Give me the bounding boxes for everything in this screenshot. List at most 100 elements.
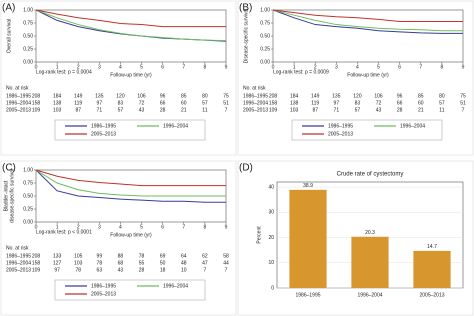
risk-count: 83 [118, 100, 124, 106]
risk-count: 103 [290, 107, 299, 113]
risk-count: 97 [334, 100, 340, 106]
risk-count: 106 [137, 93, 146, 99]
risk-count: 78 [139, 253, 145, 259]
risk-count: 7 [225, 267, 228, 273]
survival-curve [35, 9, 227, 42]
risk-count: 71 [97, 107, 103, 113]
risk-table-title: No. at risk [243, 85, 266, 91]
survival-curve [35, 169, 226, 187]
risk-count: 28 [139, 267, 145, 273]
risk-count: 158 [32, 260, 41, 266]
risk-count: 120 [353, 93, 362, 99]
risk-row-label: 2005–2013 [243, 107, 268, 113]
legend-label: 2005–2013 [328, 131, 353, 137]
x-tick-label: 3 [335, 64, 338, 70]
y-tick-label: 1.00 [23, 167, 33, 173]
x-tick-label: 6 [398, 64, 401, 70]
risk-count: 119 [74, 100, 82, 106]
risk-count: 88 [118, 253, 124, 259]
y-tick-label: 0.00 [260, 59, 270, 65]
x-tick-label: 7 [182, 64, 185, 70]
risk-count: 72 [376, 100, 382, 106]
risk-count: 138 [53, 100, 62, 106]
risk-count: 85 [181, 93, 187, 99]
survival-curve [35, 169, 226, 203]
risk-count: 57 [202, 100, 208, 106]
x-tick-label: 1986–1995 [295, 292, 320, 298]
bar [351, 236, 389, 288]
y-tick-label: 0.25 [260, 46, 270, 52]
risk-table-title: No. at risk [6, 245, 29, 251]
risk-row-label: 1996–2004 [6, 100, 31, 106]
risk-count: 66 [397, 100, 403, 106]
panel-label: (C) [2, 163, 16, 174]
y-tick-label: 0.25 [23, 46, 33, 52]
legend-frame [291, 119, 443, 141]
x-tick-label: 0 [272, 64, 275, 70]
y-tick-label: 0.25 [23, 206, 33, 212]
legend-frame [54, 279, 206, 301]
risk-count: 47 [202, 260, 208, 266]
risk-count: 127 [53, 260, 62, 266]
annotation: Log-rank test: p = 0.0004 [36, 69, 92, 75]
survival-curve [35, 9, 227, 42]
risk-count: 28 [397, 107, 403, 113]
risk-count: 7 [225, 107, 228, 113]
x-tick-label: 5 [377, 64, 380, 70]
risk-count: 135 [95, 93, 104, 99]
y-tick-label: 0.50 [23, 33, 33, 39]
risk-count: 63 [97, 267, 103, 273]
x-tick-label: 7 [182, 224, 185, 230]
risk-table-title: No. at risk [6, 85, 29, 91]
risk-count: 7 [462, 107, 465, 113]
risk-count: 96 [160, 93, 166, 99]
risk-count: 75 [460, 93, 466, 99]
x-tick-label: 1 [56, 224, 59, 230]
y-axis-label: Disease-specific survival [243, 9, 249, 64]
risk-count: 97 [54, 267, 60, 273]
risk-count: 80 [439, 93, 445, 99]
risk-count: 51 [223, 100, 229, 106]
x-tick-label: 4 [356, 64, 359, 70]
legend-label: 1996–2004 [400, 123, 425, 129]
y-tick-label: 0 [271, 285, 274, 291]
risk-count: 109 [269, 107, 278, 113]
risk-count: 87 [75, 107, 81, 113]
legend-label: 2005–2013 [91, 131, 116, 137]
x-tick-label: 0 [35, 64, 38, 70]
risk-count: 133 [53, 253, 62, 259]
risk-count: 64 [181, 253, 187, 259]
risk-count: 208 [32, 253, 41, 259]
x-tick-label: 4 [119, 64, 122, 70]
risk-count: 71 [334, 107, 340, 113]
risk-count: 85 [418, 93, 424, 99]
y-tick-label: 20 [268, 235, 274, 241]
risk-count: 43 [139, 107, 145, 113]
risk-count: 50 [160, 260, 166, 266]
y-axis-label: Bladder-intact [3, 180, 9, 211]
y-tick-label: 0.75 [23, 20, 33, 26]
plot-frame [35, 9, 227, 63]
survival-curve [272, 9, 463, 22]
x-tick-label: 9 [225, 64, 228, 70]
y-tick-label: 10 [268, 260, 274, 266]
risk-row-label: 1986–1995 [6, 253, 31, 259]
x-tick-label: 3 [98, 64, 101, 70]
x-axis-label: Follow-up time (yr) [347, 72, 389, 78]
risk-count: 43 [376, 107, 382, 113]
x-tick-label: 8 [203, 64, 206, 70]
risk-count: 66 [160, 100, 166, 106]
annotation: Log-rank test: p = 0.0009 [273, 69, 329, 75]
x-tick-label: 0 [35, 224, 38, 230]
legend-label: 1986–1995 [91, 283, 116, 289]
x-axis-label: Follow-up time (yr) [110, 72, 152, 78]
legend-label: 2005–2013 [91, 291, 116, 297]
risk-count: 99 [97, 253, 103, 259]
panel-frame [237, 160, 474, 316]
risk-count: 68 [118, 260, 124, 266]
risk-count: 106 [374, 93, 383, 99]
panel-frame [0, 0, 237, 156]
risk-count: 184 [290, 93, 299, 99]
risk-count: 57 [355, 107, 361, 113]
